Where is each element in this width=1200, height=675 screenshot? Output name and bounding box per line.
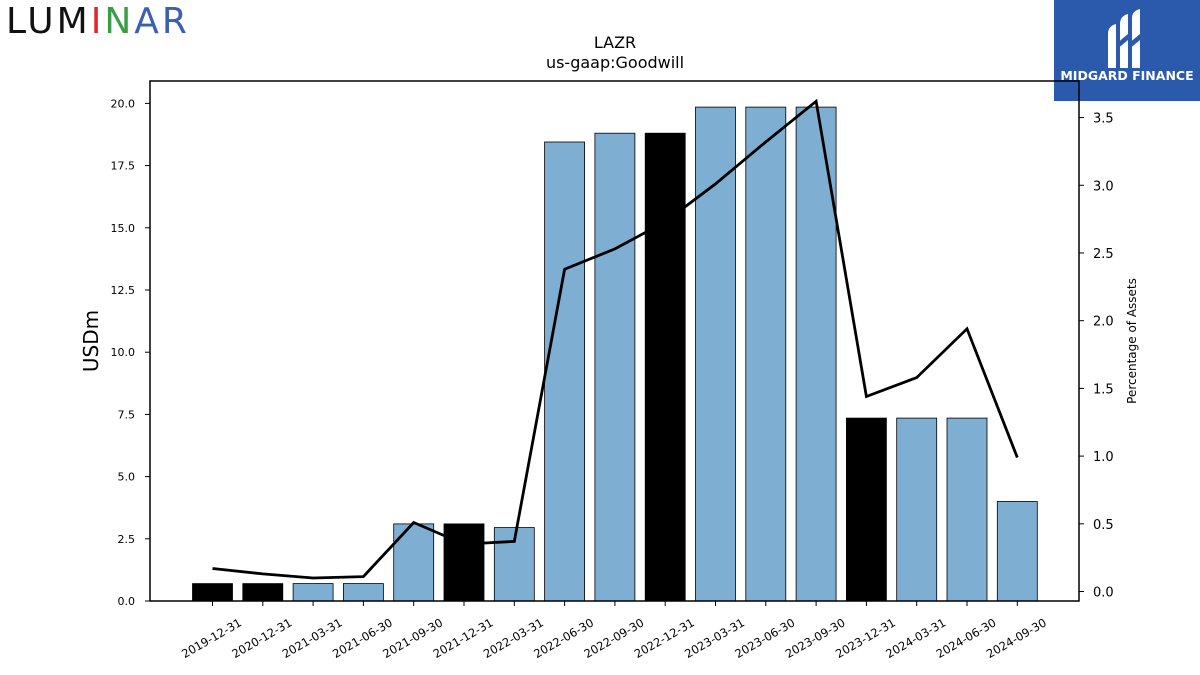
bar-2022-12-31 [644, 132, 686, 602]
bar-2024-06-30 [946, 417, 988, 602]
y-tick-label: 7.5 [118, 408, 136, 421]
bar-2021-06-30 [342, 583, 384, 602]
y-tick-label: 5.0 [118, 471, 136, 484]
chart-subtitle: us-gaap:Goodwill [546, 53, 684, 72]
y-tick-label: 15.0 [111, 222, 136, 235]
y2-axis-label: Percentage of Assets [1125, 278, 1139, 404]
logo-letters-4: AR [134, 1, 190, 42]
y2-tick-label: 0.5 [1093, 518, 1114, 533]
y-tick-label: 20.0 [111, 97, 136, 110]
chart-title: LAZR [594, 33, 636, 52]
y2-tick-label: 1.5 [1093, 382, 1114, 397]
bar-2023-03-31 [695, 106, 736, 602]
y2-tick-label: 3.5 [1093, 112, 1114, 127]
y2-tick-label: 3.0 [1093, 179, 1114, 194]
y-tick-label: 2.5 [118, 533, 136, 546]
bar-2020-12-31 [242, 583, 284, 602]
y-tick-label: 17.5 [111, 160, 136, 173]
right-y-axis: 0.0 0.5 1.0 1.5 2.0 2.5 3.0 3.5 [1079, 112, 1114, 601]
percentage-line-series [212, 98, 1019, 580]
bar-2022-06-30 [544, 141, 585, 602]
bar-2024-09-30 [996, 501, 1038, 602]
bar-2023-09-30 [795, 106, 837, 602]
midgard-finance-mark-icon [1108, 9, 1140, 68]
bar-2019-12-31 [192, 583, 233, 602]
brand-name: MIDGARD FINANCE [1060, 68, 1194, 83]
y2-tick-label: 1.0 [1093, 450, 1114, 465]
percentage-line [212, 98, 1019, 580]
bar-2021-03-31 [292, 583, 334, 602]
left-y-axis: 0.0 2.5 5.0 7.5 10.0 12.5 15.0 17.5 20.0 [111, 97, 150, 608]
bar-2021-09-30 [393, 523, 435, 602]
luminar-logo: LUMINAR [6, 2, 190, 42]
y2-tick-label: 0.0 [1093, 586, 1114, 601]
logo-letters-3: N [104, 1, 135, 42]
x-axis: 2019-12-312020-12-312021-03-312021-06-30… [179, 601, 1049, 661]
bar-series [192, 106, 1038, 602]
y2-tick-label: 2.0 [1093, 315, 1114, 330]
bar-2021-12-31 [443, 523, 485, 602]
y-tick-label: 10.0 [111, 346, 136, 359]
y-tick-label: 12.5 [111, 284, 136, 297]
y2-tick-label: 2.5 [1093, 247, 1114, 262]
bar-2024-03-31 [896, 417, 938, 602]
y-axis-label: USDm [79, 310, 103, 372]
bar-2022-03-31 [493, 527, 535, 602]
y-tick-label: 0.0 [118, 595, 136, 608]
bar-2023-12-31 [846, 417, 887, 602]
bar-2022-09-30 [594, 132, 636, 602]
bar-2023-06-30 [745, 106, 787, 602]
logo-letters-2: I [90, 1, 105, 42]
logo-letters-1: LUM [6, 1, 91, 42]
